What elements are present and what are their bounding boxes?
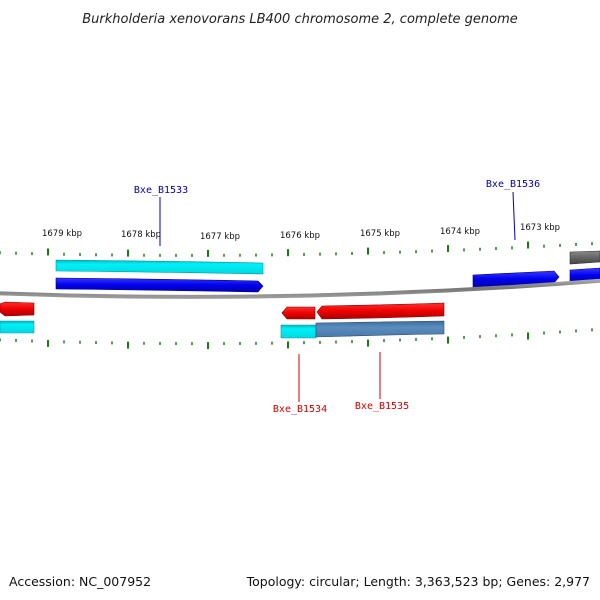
scale-label-1679kbp: 1679 kbp — [42, 229, 82, 239]
scale-label-1676kbp: 1676 kbp — [280, 231, 320, 241]
left-edge-reverse-gene-band[interactable] — [0, 320, 35, 334]
gene-label-bxe-b1535[interactable]: Bxe_B1535 — [355, 401, 409, 412]
gene-label-bxe-b1536[interactable]: Bxe_B1536 — [486, 179, 540, 190]
grey-feature-band[interactable] — [569, 250, 600, 265]
gene-bxe-b1535-cds-arrow[interactable] — [316, 302, 445, 320]
scale-label-1674kbp: 1674 kbp — [440, 227, 480, 237]
gene-bxe-b1534-gene-band[interactable] — [280, 324, 317, 339]
reverse-tick-track — [0, 328, 593, 350]
genome-summary-text: Topology: circular; Length: 3,363,523 bp… — [246, 574, 590, 589]
scale-label-1675kbp: 1675 kbp — [360, 229, 400, 239]
accession-text: Accession: NC_007952 — [9, 574, 151, 589]
gene-bxe-b1533-cds-arrow[interactable] — [55, 277, 264, 293]
right-edge-cds-arrow[interactable] — [569, 267, 600, 284]
map-title: Burkholderia xenovorans LB400 chromosome… — [82, 12, 518, 27]
gene-bxe-b1535-gene-band[interactable] — [315, 320, 445, 338]
gene-label-bxe-b1533[interactable]: Bxe_B1533 — [134, 185, 188, 196]
gene-bxe-b1536-cds-arrow[interactable] — [472, 270, 560, 288]
gene-bxe-b1534-cds-arrow[interactable] — [281, 306, 316, 320]
gene-label-bxe-b1534[interactable]: Bxe_B1534 — [273, 404, 327, 415]
scale-label-1678kbp: 1678 kbp — [121, 230, 161, 240]
leader-line-bxe-b1536 — [512, 191, 516, 241]
gene-bxe-b1533-gene-band[interactable] — [55, 259, 264, 275]
forward-tick-track — [0, 241, 593, 257]
scale-label-1677kbp: 1677 kbp — [200, 232, 240, 242]
scale-label-1673kbp: 1673 kbp — [520, 223, 560, 233]
chromosome-backbone — [0, 278, 600, 299]
left-edge-reverse-cds-arrow[interactable] — [0, 301, 35, 317]
